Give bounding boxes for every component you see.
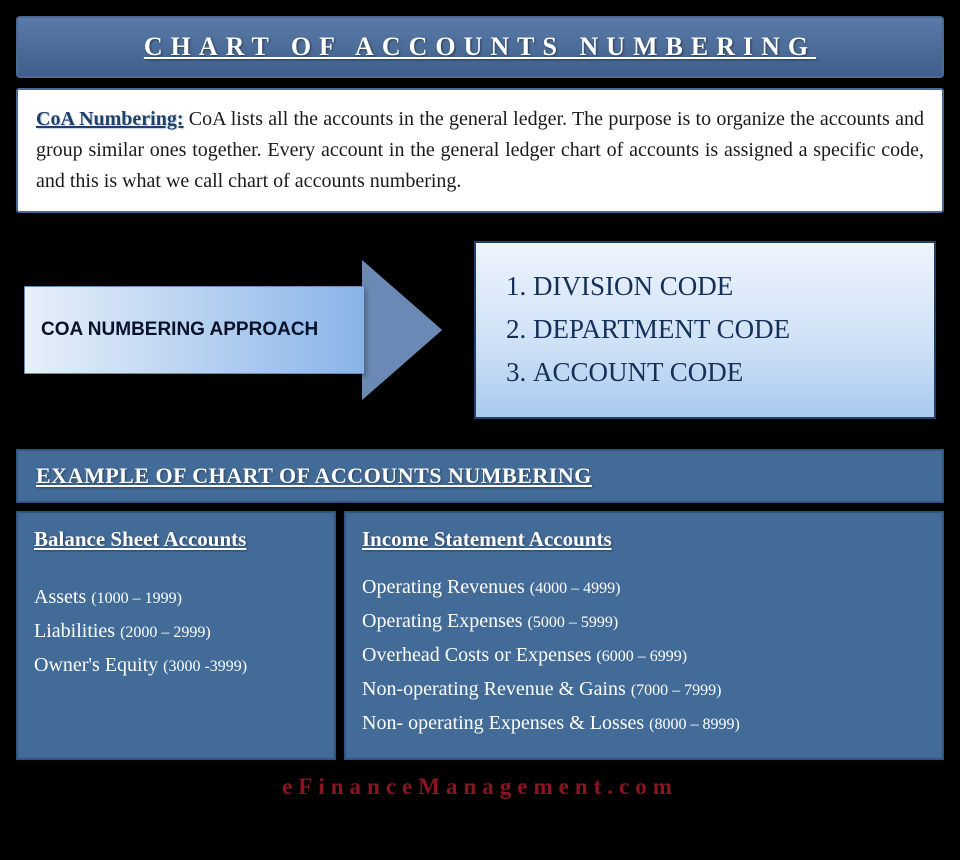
income-item: Operating Revenues (4000 – 4999) bbox=[362, 570, 926, 604]
codes-list: DIVISION CODE DEPARTMENT CODE ACCOUNT CO… bbox=[506, 265, 908, 395]
infographic-container: CHART OF ACCOUNTS NUMBERING CoA Numberin… bbox=[16, 16, 944, 844]
code-item: ACCOUNT CODE bbox=[506, 351, 908, 394]
balance-item: Owner's Equity (3000 -3999) bbox=[34, 648, 318, 682]
example-title: EXAMPLE OF CHART OF ACCOUNTS NUMBERING bbox=[36, 463, 924, 489]
code-item: DIVISION CODE bbox=[506, 265, 908, 308]
income-item: Overhead Costs or Expenses (6000 – 6999) bbox=[362, 638, 926, 672]
balance-item: Liabilities (2000 – 2999) bbox=[34, 614, 318, 648]
codes-box: DIVISION CODE DEPARTMENT CODE ACCOUNT CO… bbox=[474, 241, 936, 419]
description-lead: CoA Numbering: bbox=[36, 108, 184, 130]
title-bar: CHART OF ACCOUNTS NUMBERING bbox=[16, 16, 944, 78]
approach-row: COA NUMBERING APPROACH DIVISION CODE DEP… bbox=[16, 241, 944, 419]
approach-label: COA NUMBERING APPROACH bbox=[41, 317, 318, 343]
balance-item: Assets (1000 – 1999) bbox=[34, 580, 318, 614]
income-statement-panel: Income Statement Accounts Operating Reve… bbox=[344, 511, 944, 760]
arrow-head-icon bbox=[362, 260, 442, 400]
description-box: CoA Numbering: CoA lists all the account… bbox=[16, 88, 944, 213]
example-header: EXAMPLE OF CHART OF ACCOUNTS NUMBERING bbox=[16, 449, 944, 503]
balance-title: Balance Sheet Accounts bbox=[34, 527, 318, 552]
income-item: Non- operating Expenses & Losses (8000 –… bbox=[362, 706, 926, 740]
page-title: CHART OF ACCOUNTS NUMBERING bbox=[38, 32, 922, 62]
code-item: DEPARTMENT CODE bbox=[506, 308, 908, 351]
arrow-body: COA NUMBERING APPROACH bbox=[24, 286, 364, 374]
income-title: Income Statement Accounts bbox=[362, 527, 926, 552]
example-columns: Balance Sheet Accounts Assets (1000 – 19… bbox=[16, 511, 944, 760]
income-item: Non-operating Revenue & Gains (7000 – 79… bbox=[362, 672, 926, 706]
balance-sheet-panel: Balance Sheet Accounts Assets (1000 – 19… bbox=[16, 511, 336, 760]
footer-brand: eFinanceManagement.com bbox=[16, 774, 944, 800]
income-item: Operating Expenses (5000 – 5999) bbox=[362, 604, 926, 638]
approach-arrow: COA NUMBERING APPROACH bbox=[24, 260, 454, 400]
